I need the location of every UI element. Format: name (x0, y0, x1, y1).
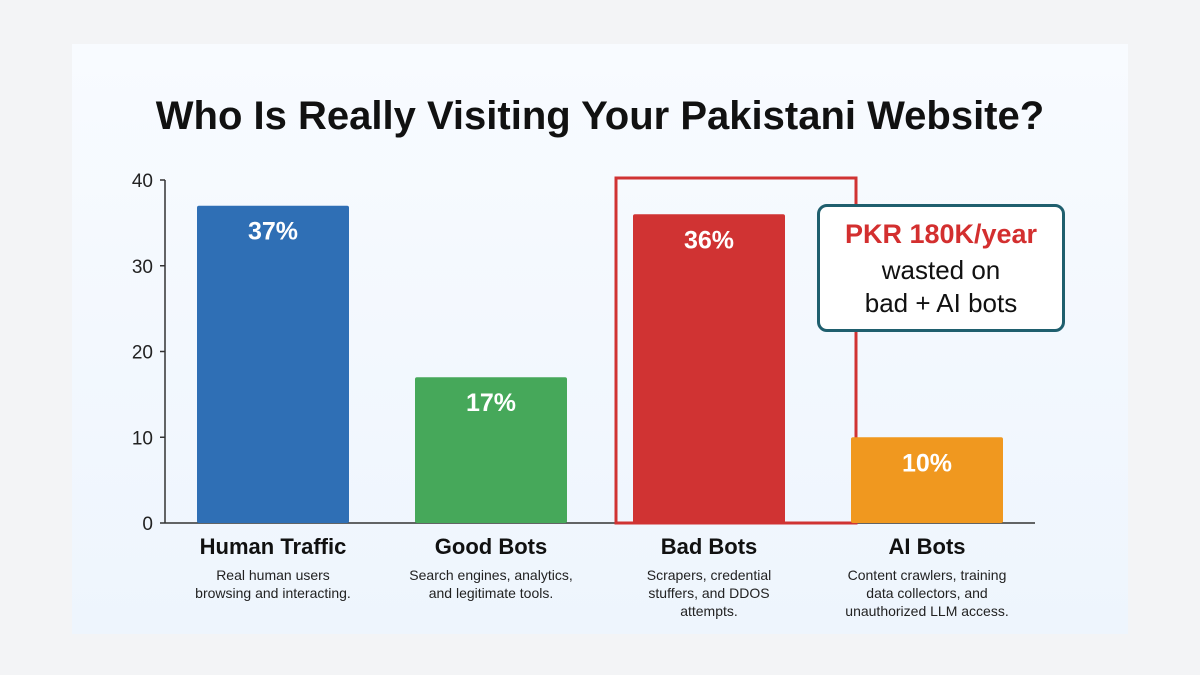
bar-data-label: 37% (248, 218, 298, 246)
x-tick-label: Bad Bots (660, 534, 758, 559)
bar-ai-bots (851, 437, 1003, 523)
category-bad-bots: Bad Bots Scrapers, credential stuffers, a… (594, 534, 824, 620)
category-ai-bots: AI Bots Content crawlers, training data c… (812, 534, 1042, 620)
callout-text: wasted on bad + AI bots (864, 255, 1018, 318)
category-description: Scrapers, credential stuffers, and DDOS … (646, 567, 772, 619)
bar-bad-bots (633, 214, 785, 524)
bar-data-label: 36% (684, 226, 734, 254)
bar-data-label: 17% (466, 389, 516, 417)
y-tick-label: 0 (142, 514, 153, 535)
callout-box: PKR 180K/year wasted on bad + AI bots (817, 204, 1065, 332)
y-tick-label: 40 (132, 171, 153, 192)
bar-good-bots (415, 377, 567, 523)
callout-amount: PKR 180K/year (844, 219, 1038, 249)
x-tick-label: Good Bots (434, 534, 548, 559)
bar-data-label: 10% (902, 449, 952, 477)
category-description: Real human users browsing and interactin… (195, 567, 351, 601)
y-tick-label: 30 (132, 257, 153, 278)
category-description: Content crawlers, training data collecto… (845, 567, 1009, 619)
y-tick-label: 20 (132, 343, 153, 364)
bar-human-traffic (197, 205, 349, 523)
category-human-traffic: Human Traffic Real human users browsing a… (158, 534, 388, 602)
x-tick-label: Human Traffic (199, 534, 347, 559)
category-good-bots: Good Bots Search engines, analytics, and … (376, 534, 606, 602)
chart-title: Who Is Really Visiting Your Pakistani We… (155, 94, 1045, 138)
y-tick-label: 10 (132, 428, 153, 449)
category-description: Search engines, analytics, and legitimat… (409, 567, 573, 601)
x-tick-label: AI Bots (888, 534, 966, 559)
